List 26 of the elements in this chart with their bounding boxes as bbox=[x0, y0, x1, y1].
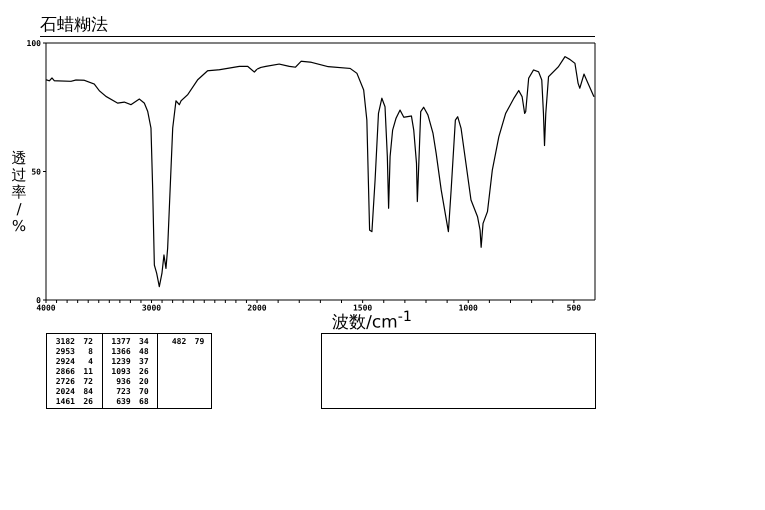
text: 1093 26 bbox=[110, 367, 149, 377]
text: 2024 84 bbox=[54, 387, 93, 397]
text: 1461 26 bbox=[54, 397, 93, 407]
text: 639 68 bbox=[115, 397, 149, 407]
y-tick-label: 0 bbox=[36, 296, 42, 305]
x-tick-label: 1500 bbox=[352, 304, 372, 313]
text: 3182 72 bbox=[54, 337, 93, 347]
text: 2924 4 bbox=[56, 357, 93, 366]
text: 482 79 bbox=[170, 337, 204, 347]
x-tick-label: 2000 bbox=[247, 304, 267, 313]
text: 2726 72 bbox=[54, 377, 93, 387]
x-tick-label: 1000 bbox=[458, 304, 478, 313]
text: 1239 37 bbox=[110, 357, 149, 367]
text: 723 70 bbox=[115, 387, 149, 397]
text: 936 20 bbox=[115, 377, 149, 387]
x-tick-label: 500 bbox=[566, 304, 582, 313]
y-tick-label: 50 bbox=[31, 167, 42, 176]
text: 2953 8 bbox=[56, 347, 93, 356]
y-axis-title: 透过率/% bbox=[10, 149, 28, 235]
text: 2866 11 bbox=[54, 367, 93, 377]
y-tick-label: 100 bbox=[26, 38, 42, 48]
text: 1366 48 bbox=[110, 347, 149, 357]
chart-title: 石蜡糊法 bbox=[40, 15, 108, 35]
text: 1377 34 bbox=[110, 337, 149, 347]
x-tick-label: 3000 bbox=[142, 304, 162, 313]
x-tick-label: 4000 bbox=[36, 304, 56, 313]
